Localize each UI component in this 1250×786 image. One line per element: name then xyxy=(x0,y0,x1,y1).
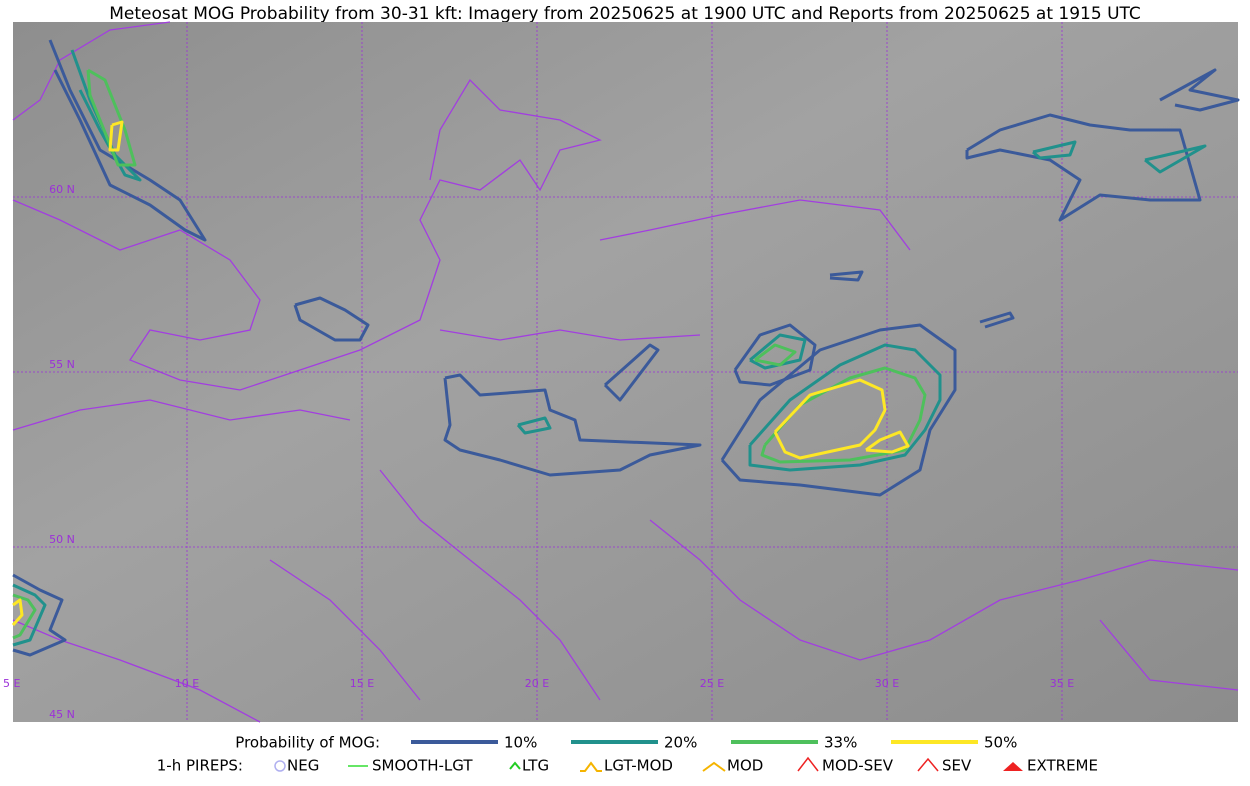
pirep-symbol xyxy=(274,760,286,772)
contour xyxy=(603,343,660,402)
contour xyxy=(829,270,864,282)
lon-label: 5 E xyxy=(3,677,20,690)
pirep-label: LTG xyxy=(522,757,549,775)
legend-label: 33% xyxy=(824,734,857,752)
pirep-label: LGT-MOD xyxy=(604,757,673,775)
lon-label: 20 E xyxy=(525,677,549,690)
pireps-title: 1-h PIREPS: xyxy=(157,757,243,775)
probability-contours xyxy=(11,39,1240,657)
pirep-symbol xyxy=(1003,762,1023,771)
contour xyxy=(86,68,137,167)
lat-label: 55 N xyxy=(49,358,75,371)
contour xyxy=(720,323,957,497)
pirep-label: SEV xyxy=(942,757,972,775)
contour xyxy=(773,378,887,460)
contour xyxy=(516,416,552,435)
contour xyxy=(70,49,142,182)
pirep-label: MOD-SEV xyxy=(822,757,894,775)
legend-label: 10% xyxy=(504,734,537,752)
lon-label: 30 E xyxy=(875,677,899,690)
contour xyxy=(293,296,370,342)
contour xyxy=(1144,144,1207,174)
pirep-symbol xyxy=(797,756,819,772)
contour xyxy=(749,333,807,370)
title: Meteosat MOG Probability from 30-31 kft:… xyxy=(109,4,1141,24)
pirep-symbol xyxy=(917,757,939,772)
contour xyxy=(733,323,817,387)
lat-label: 45 N xyxy=(49,708,75,721)
pirep-symbol xyxy=(702,761,726,772)
lon-label: 10 E xyxy=(175,677,199,690)
lat-label: 60 N xyxy=(49,183,75,196)
legend-label: 20% xyxy=(664,734,697,752)
graticule: 5 E 10 E 15 E 20 E 25 E 30 E 35 E 60 N 55 N 50 N 4… xyxy=(3,22,1238,722)
pirep-label: SMOOTH-LGT xyxy=(372,757,473,775)
contour xyxy=(48,39,207,242)
contour xyxy=(760,366,927,464)
contour xyxy=(748,343,942,472)
pirep-symbol xyxy=(509,761,521,770)
contour xyxy=(754,343,797,367)
contour xyxy=(11,598,24,627)
legend: Probability of MOG: 1-h PIREPS: 10% 20% 33… xyxy=(157,734,1098,775)
coastlines xyxy=(12,21,1239,723)
pirep-symbol xyxy=(580,761,602,772)
contour xyxy=(1032,140,1077,160)
pirep-label: EXTREME xyxy=(1027,757,1098,775)
contour xyxy=(443,373,702,477)
pirep-label: NEG xyxy=(287,757,319,775)
contour xyxy=(979,311,1015,329)
contour xyxy=(12,593,37,640)
contour xyxy=(12,573,67,657)
legend-label: 50% xyxy=(984,734,1017,752)
lat-label: 50 N xyxy=(49,533,75,546)
lon-label: 25 E xyxy=(700,677,724,690)
contour xyxy=(865,430,910,454)
legend-title: Probability of MOG: xyxy=(235,734,380,752)
contour xyxy=(108,120,124,152)
contour xyxy=(1159,68,1240,112)
pirep-label: MOD xyxy=(727,757,763,775)
lon-label: 15 E xyxy=(350,677,374,690)
contour xyxy=(965,113,1202,222)
lon-label: 35 E xyxy=(1050,677,1074,690)
contour xyxy=(12,583,47,647)
